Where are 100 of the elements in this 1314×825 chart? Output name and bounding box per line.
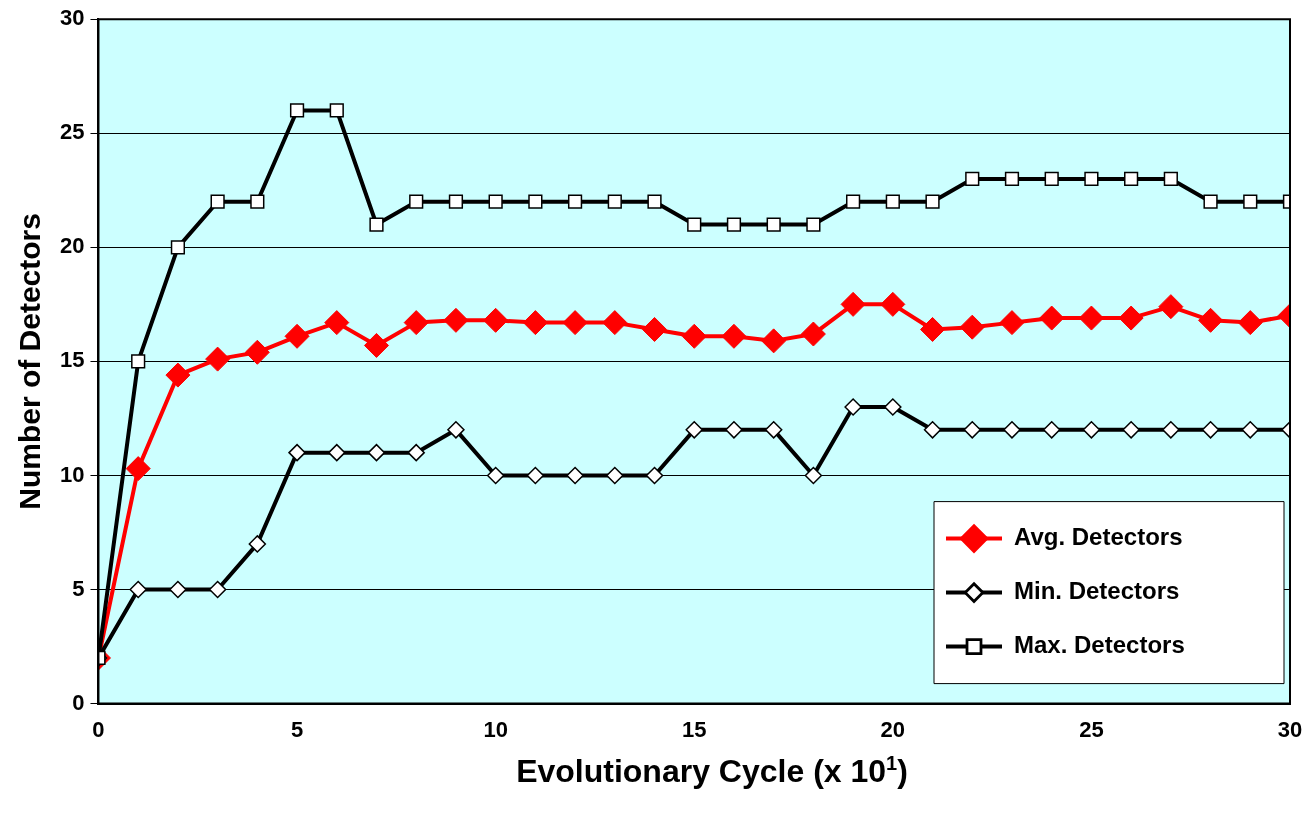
point <box>647 194 662 209</box>
x-axis-title: Evolutionary Cycle (x 10$^{1}$) <box>515 752 909 790</box>
point <box>522 310 548 336</box>
point <box>1237 310 1263 336</box>
point <box>1118 305 1144 331</box>
point <box>1078 305 1104 331</box>
point <box>250 194 265 209</box>
point <box>1163 171 1178 187</box>
point <box>721 323 747 349</box>
point <box>403 310 429 336</box>
x-tick-label: 15 <box>681 716 707 742</box>
x-tick-label: 30 <box>1277 716 1303 742</box>
point <box>528 194 543 209</box>
x-tick-label: 20 <box>880 716 906 742</box>
point <box>205 346 231 372</box>
point <box>210 194 225 209</box>
point <box>806 217 821 232</box>
point <box>125 456 151 482</box>
point <box>1042 421 1061 439</box>
point <box>725 421 743 439</box>
point <box>169 580 187 599</box>
point <box>606 466 624 485</box>
point <box>1044 171 1059 187</box>
point <box>1004 171 1020 187</box>
point <box>602 310 628 336</box>
point <box>324 310 350 336</box>
point <box>289 103 305 118</box>
point <box>959 314 985 340</box>
y-tick-label: 10 <box>59 461 85 487</box>
point <box>1198 307 1224 333</box>
point <box>800 321 826 347</box>
y-axis-title: Number of Detectors <box>13 213 47 510</box>
point <box>131 354 146 369</box>
legend-label: Avg. Detectors <box>1014 523 1183 551</box>
point <box>369 217 384 232</box>
point <box>1082 421 1101 439</box>
point <box>486 466 505 485</box>
point <box>447 421 465 439</box>
point <box>764 421 783 439</box>
point <box>923 421 942 439</box>
point <box>129 580 147 599</box>
y-tick-label: 0 <box>72 689 85 715</box>
point <box>766 217 781 232</box>
point <box>1084 171 1099 187</box>
point <box>1003 421 1021 439</box>
point <box>284 323 310 349</box>
point <box>885 194 900 209</box>
point <box>1241 421 1260 439</box>
point <box>1122 421 1140 439</box>
point <box>645 466 664 485</box>
point <box>566 466 584 485</box>
point <box>1201 421 1220 439</box>
point <box>407 443 425 462</box>
point <box>925 194 940 209</box>
point <box>681 323 707 349</box>
y-tick-label: 25 <box>59 119 85 145</box>
point <box>920 316 946 342</box>
point <box>483 307 509 333</box>
point <box>1124 171 1139 187</box>
point <box>642 316 668 342</box>
point <box>248 535 267 553</box>
point <box>488 194 503 209</box>
point <box>965 171 980 187</box>
point <box>884 398 902 416</box>
point <box>685 421 703 439</box>
point <box>170 240 186 255</box>
point <box>363 332 389 358</box>
point <box>448 194 464 209</box>
point <box>409 194 424 209</box>
point <box>1039 305 1065 331</box>
y-tick-label: 20 <box>59 233 85 259</box>
x-tick-label: 10 <box>483 716 508 742</box>
point <box>1243 194 1258 209</box>
x-tick-label: 25 <box>1079 716 1104 742</box>
point <box>999 310 1025 336</box>
point <box>845 194 861 209</box>
point <box>443 307 469 333</box>
point <box>165 362 191 388</box>
y-tick-label: 15 <box>59 347 85 373</box>
point <box>1158 294 1184 320</box>
point <box>567 194 583 209</box>
x-tick-label: 5 <box>290 716 304 742</box>
point <box>328 443 346 462</box>
point <box>288 443 306 462</box>
point <box>607 194 622 209</box>
point <box>687 217 702 232</box>
point <box>208 580 227 599</box>
y-tick-label: 30 <box>59 5 85 31</box>
point <box>761 328 787 354</box>
point <box>329 103 344 118</box>
point <box>726 217 742 232</box>
point <box>963 421 982 439</box>
point <box>1162 421 1180 439</box>
legend-label: Min. Detectors <box>1014 577 1180 605</box>
point <box>367 443 386 462</box>
point <box>840 291 866 317</box>
point <box>244 339 270 365</box>
x-tick-label: 0 <box>92 716 105 742</box>
legend-label: Max. Detectors <box>1014 631 1185 659</box>
point <box>1203 194 1218 209</box>
